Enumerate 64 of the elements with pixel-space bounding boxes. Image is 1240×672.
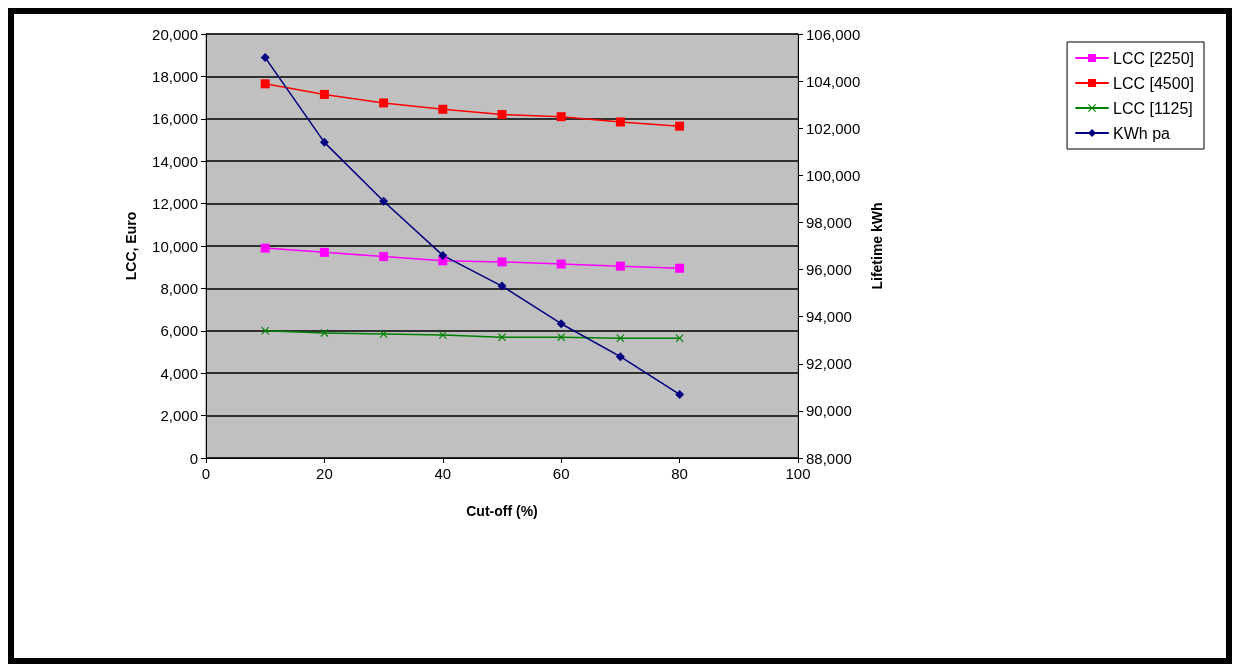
x-tick-label: 20 <box>316 465 333 482</box>
point <box>379 329 388 338</box>
point <box>675 121 685 131</box>
point <box>260 53 270 63</box>
y2-tick-label: 88,000 <box>806 449 852 467</box>
point <box>379 252 389 262</box>
point <box>675 389 685 399</box>
point <box>379 196 389 206</box>
y-tick-label: 8,000 <box>160 279 198 297</box>
point <box>497 110 507 120</box>
point <box>438 331 447 340</box>
x-tick-label: 60 <box>552 465 570 482</box>
x-axis-title: Cut-off (%) <box>466 503 538 519</box>
y2-tick-label: 94,000 <box>806 308 852 326</box>
point <box>556 319 566 329</box>
y-tick-label: 14,000 <box>152 152 198 170</box>
y-tick-label: 2,000 <box>160 407 198 425</box>
point <box>319 137 329 147</box>
legend-label: KWh pa <box>1113 124 1171 142</box>
point <box>497 257 507 267</box>
point <box>320 328 329 337</box>
y-tick-label: 12,000 <box>152 195 198 213</box>
legend-label: LCC [1125] <box>1113 99 1193 117</box>
y2-tick-label: 92,000 <box>806 355 852 373</box>
point <box>675 263 685 273</box>
point <box>615 117 625 127</box>
x-tick-label: 100 <box>785 465 811 482</box>
point <box>616 334 625 343</box>
y-tick-label: 18,000 <box>152 67 198 85</box>
point <box>260 243 270 253</box>
point <box>556 259 566 269</box>
point <box>319 247 329 257</box>
y2-tick-label: 102,000 <box>806 119 861 137</box>
point <box>260 79 270 89</box>
y-tick-label: 6,000 <box>160 322 198 340</box>
x-tick-label: 80 <box>671 465 688 482</box>
y2-tick-label: 104,000 <box>806 72 861 90</box>
y2-tick-label: 90,000 <box>806 402 852 420</box>
point <box>319 89 329 99</box>
point <box>557 333 566 342</box>
y-tick-label: 4,000 <box>160 364 198 382</box>
y2-tick-label: 96,000 <box>806 261 852 279</box>
legend-label: LCC [2250] <box>1113 49 1194 67</box>
y2-axis-title: Lifetime kWh <box>869 202 885 290</box>
point <box>438 104 448 114</box>
point <box>615 261 625 271</box>
point <box>438 250 448 260</box>
legend-label: LCC [4500] <box>1113 74 1194 92</box>
y-tick-label: 20,000 <box>152 25 198 43</box>
y-tick-label: 10,000 <box>152 237 198 255</box>
point <box>556 112 566 122</box>
y-tick-label: 0 <box>189 449 198 467</box>
x-tick-label: 40 <box>434 465 452 482</box>
point <box>379 98 389 108</box>
point <box>497 281 507 291</box>
y2-tick-label: 98,000 <box>806 213 852 231</box>
y-tick-label: 16,000 <box>152 110 198 128</box>
y-axis-title: LCC, Euro <box>123 211 139 281</box>
y2-tick-label: 106,000 <box>806 25 861 43</box>
y2-tick-label: 100,000 <box>806 166 861 184</box>
point <box>615 352 625 362</box>
point <box>261 326 270 335</box>
x-tick-label: 0 <box>201 465 211 482</box>
point <box>675 334 684 343</box>
